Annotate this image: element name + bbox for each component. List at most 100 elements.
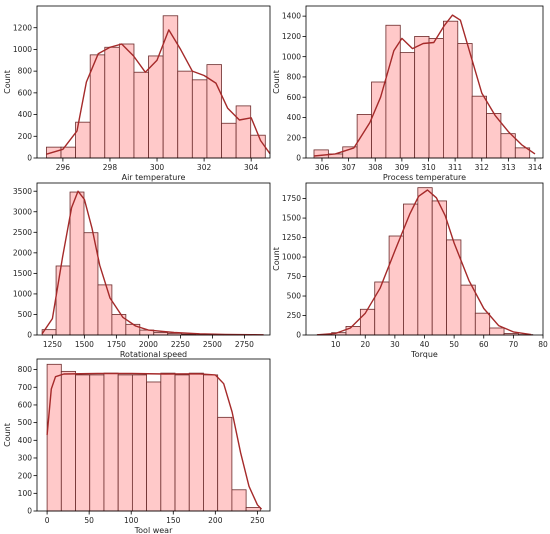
tool-wear-bar [131, 374, 148, 512]
rotational-speed-ytick-label: 3500 [13, 187, 32, 196]
tool-wear-ytick-label: 0 [27, 507, 32, 516]
process-temperature-xtick-label: 307 [341, 163, 356, 172]
process-temperature-bar [313, 149, 329, 159]
tool-wear-bar [146, 381, 162, 512]
torque-xtick-label: 60 [479, 340, 489, 349]
process-temperature-ytick-label: 0 [296, 154, 301, 163]
torque-bar [374, 281, 390, 336]
process-temperature-bar [399, 52, 416, 159]
tool-wear-xtick-label: 50 [84, 516, 94, 525]
torque-bar [359, 308, 376, 336]
rotational-speed-xtick-label: 2250 [171, 340, 190, 349]
rotational-speed-ytick-label: 3000 [13, 207, 32, 216]
torque-bar [460, 284, 476, 336]
torque-kde-line [317, 189, 532, 336]
process-temperature-xtick-label: 314 [528, 163, 543, 172]
rotational-speed-xtick-label: 1500 [75, 340, 94, 349]
chart-torque: 10 20 30 40 50 60 70 80 0 250 500 750 1000 1250 1500 17… [272, 182, 548, 359]
torque-bar [417, 187, 433, 336]
torque-ytick-label: 250 [287, 311, 302, 320]
tool-wear-ytick-label: 100 [18, 489, 33, 498]
torque-y-axis-label: Count [272, 247, 281, 271]
tool-wear-ytick-label: 200 [18, 471, 33, 480]
air-temperature-ytick-label: 600 [18, 88, 33, 97]
process-temperature-kde-line [313, 14, 536, 157]
chart-tool-wear: 0 50 100 150 200 250 0 100 200 300 400 500 600 700 800… [3, 358, 271, 534]
chart-air-temperature: 296 298 300 302 304 0 200 400 600 800 1000 1200 Air … [3, 5, 271, 182]
torque-xtick-label: 30 [390, 340, 400, 349]
rotational-speed-xtick-label: 2500 [203, 340, 222, 349]
tool-wear-ytick-label: 500 [18, 418, 33, 427]
process-temperature-xtick-label: 306 [315, 163, 330, 172]
tool-wear-xtick-label: 250 [250, 516, 265, 525]
process-temperature-bar [457, 43, 473, 159]
air-temperature-bar [104, 46, 120, 159]
process-temperature-ytick-label: 1000 [282, 52, 301, 61]
tool-wear-kde-line [46, 372, 263, 510]
process-temperature-bar [471, 95, 487, 159]
process-temperature-bar [428, 38, 444, 159]
tool-wear-bar [103, 372, 119, 512]
tool-wear-bar [217, 416, 233, 512]
tool-wear-bar [75, 374, 91, 512]
torque-ytick-label: 1000 [282, 253, 301, 262]
torque-bar [388, 235, 404, 336]
torque-xtick-label: 70 [509, 340, 519, 349]
process-temperature-ytick-label: 400 [287, 113, 302, 122]
rotational-speed-bar [69, 191, 85, 336]
torque-ytick-label: 0 [296, 331, 301, 340]
air-temperature-kde-line [46, 29, 271, 155]
air-temperature-bar [148, 55, 164, 159]
air-temperature-axes-frame [36, 5, 271, 159]
air-temperature-ytick-label: 800 [18, 67, 33, 76]
process-temperature-xtick-label: 309 [395, 163, 410, 172]
air-temperature-bar [221, 122, 237, 159]
tool-wear-bar [60, 370, 76, 512]
process-temperature-ytick-label: 800 [287, 73, 302, 82]
torque-bar [431, 200, 447, 336]
torque-ytick-label: 1750 [282, 194, 301, 203]
process-temperature-bar [414, 36, 430, 159]
rotational-speed-ytick-label: 1500 [13, 269, 32, 278]
air-temperature-xtick-label: 304 [244, 163, 259, 172]
torque-bar [474, 312, 491, 336]
tool-wear-bar [188, 372, 204, 512]
process-temperature-ytick-label: 1200 [282, 32, 301, 41]
process-temperature-x-axis-label: Process temperature [383, 173, 466, 182]
tool-wear-bar [160, 372, 176, 512]
air-temperature-x-axis-label: Air temperature [122, 173, 186, 182]
tool-wear-bar [231, 489, 247, 512]
tool-wear-ytick-label: 600 [18, 401, 33, 410]
process-temperature-xtick-label: 308 [368, 163, 383, 172]
process-temperature-bar [356, 114, 372, 159]
tool-wear-bar [89, 374, 105, 512]
air-temperature-xtick-label: 296 [56, 163, 71, 172]
torque-ytick-label: 750 [287, 272, 302, 281]
torque-ytick-label: 500 [287, 292, 302, 301]
process-temperature-xtick-label: 310 [421, 163, 436, 172]
rotational-speed-ytick-label: 2500 [13, 228, 32, 237]
chart-rotational-speed: 1250 1500 1750 2000 2250 2500 2750 0 500 1000 1500… [13, 182, 271, 359]
torque-bar [489, 327, 505, 336]
tool-wear-bar [203, 374, 219, 512]
rotational-speed-ytick-label: 2000 [13, 248, 32, 257]
air-temperature-y-axis-label: Count [3, 70, 12, 94]
tool-wear-bar [46, 363, 62, 512]
tool-wear-y-axis-label: Count [3, 423, 12, 447]
torque-xtick-label: 50 [449, 340, 459, 349]
process-temperature-axes-frame [305, 5, 544, 159]
tool-wear-axes-frame [36, 358, 271, 512]
process-temperature-ytick-label: 1400 [282, 12, 301, 21]
tool-wear-x-axis-label: Tool wear [134, 526, 173, 534]
air-temperature-bar [250, 134, 266, 159]
torque-xtick-label: 80 [538, 340, 548, 349]
torque-ytick-label: 1250 [282, 233, 301, 242]
tool-wear-ytick-label: 400 [18, 436, 33, 445]
air-temperature-ytick-label: 0 [27, 154, 32, 163]
tool-wear-bar [117, 374, 133, 512]
rotational-speed-xtick-label: 1750 [107, 340, 126, 349]
process-temperature-y-axis-label: Count [272, 70, 281, 94]
tool-wear-xtick-label: 200 [208, 516, 223, 525]
rotational-speed-bar [97, 284, 113, 336]
